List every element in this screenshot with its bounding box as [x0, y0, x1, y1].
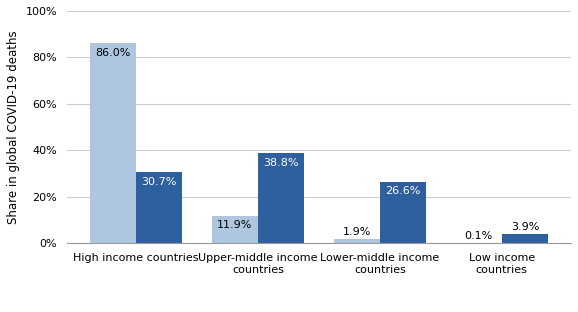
Text: 86.0%: 86.0% [95, 48, 131, 58]
Bar [334, 239, 380, 243]
Text: 30.7%: 30.7% [142, 177, 177, 187]
Text: 11.9%: 11.9% [217, 220, 253, 230]
Bar [380, 182, 426, 243]
Text: 26.6%: 26.6% [386, 186, 421, 196]
Text: 1.9%: 1.9% [343, 227, 371, 237]
Bar [212, 216, 258, 243]
Text: 3.9%: 3.9% [511, 222, 539, 232]
Bar [90, 43, 136, 243]
Bar [502, 234, 548, 243]
Y-axis label: Share in global COVID-19 deaths: Share in global COVID-19 deaths [7, 30, 20, 224]
Text: 38.8%: 38.8% [264, 158, 299, 168]
Bar [136, 172, 183, 243]
Text: 0.1%: 0.1% [465, 231, 493, 241]
Bar [258, 153, 305, 243]
